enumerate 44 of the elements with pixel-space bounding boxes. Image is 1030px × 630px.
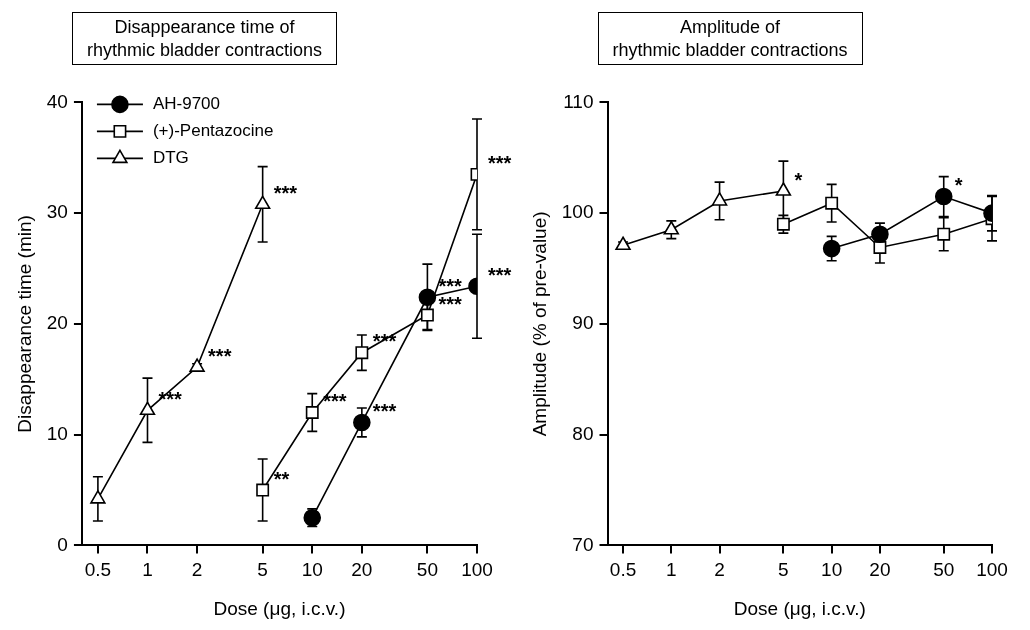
x-tick-label: 50 xyxy=(416,559,438,581)
annotation: *** xyxy=(488,263,512,286)
y-tick-label: 90 xyxy=(572,312,594,334)
y-tick-label: 20 xyxy=(46,312,68,334)
annotation: ** xyxy=(273,467,290,490)
annotation: * xyxy=(794,168,803,191)
legend-label: (+)-Pentazocine xyxy=(152,121,274,141)
y-tick-label: 80 xyxy=(572,422,594,444)
legend-label: AH-9700 xyxy=(152,94,221,114)
x-tick-label: 2 xyxy=(191,559,203,581)
x-tick-label: 1 xyxy=(666,559,677,581)
x-tick-label: 2 xyxy=(714,559,725,581)
x-axis-title: Dose (μg, i.c.v.) xyxy=(213,597,346,619)
x-tick-label: 10 xyxy=(301,559,323,581)
annotation: *** xyxy=(273,181,298,204)
x-tick-label: 10 xyxy=(821,559,843,581)
y-tick-label: 40 xyxy=(46,90,68,112)
x-tick-label: 1 xyxy=(142,559,153,581)
annotation: *** xyxy=(208,344,232,367)
x-tick-label: 0.5 xyxy=(84,559,112,581)
chart-title: Disappearance time of rhythmic bladder contractions xyxy=(71,12,338,65)
x-tick-label: 20 xyxy=(351,559,373,581)
x-axis-title: Dose (μg, i.c.v.) xyxy=(733,597,866,619)
y-tick-label: 100 xyxy=(561,201,594,223)
chart-title: Amplitude of rhythmic bladder contractions xyxy=(597,12,863,65)
annotation: *** xyxy=(372,399,397,422)
y-tick-label: 0 xyxy=(57,533,68,555)
legend-label: DTG xyxy=(152,148,189,168)
y-tick-label: 10 xyxy=(46,422,68,444)
annotation: *** xyxy=(488,151,512,174)
y-tick-label: 110 xyxy=(563,90,594,112)
x-tick-label: 20 xyxy=(869,559,891,581)
y-tick-label: 70 xyxy=(572,533,594,555)
x-tick-label: 100 xyxy=(976,559,1008,581)
y-axis-title: Disappearance time (min) xyxy=(13,215,35,433)
x-tick-label: 0.5 xyxy=(609,559,637,581)
annotation: *** xyxy=(323,390,347,413)
annotation: * xyxy=(954,174,963,197)
x-tick-label: 5 xyxy=(257,559,268,581)
x-tick-label: 50 xyxy=(933,559,955,581)
y-axis-title: Amplitude (% of pre-value) xyxy=(528,211,550,437)
x-tick-label: 100 xyxy=(461,559,493,581)
x-tick-label: 5 xyxy=(778,559,789,581)
y-tick-label: 30 xyxy=(46,201,68,223)
